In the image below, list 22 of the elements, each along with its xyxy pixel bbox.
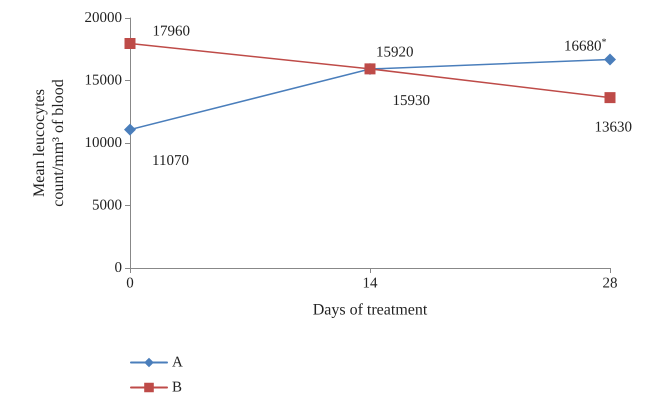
point [124, 124, 136, 136]
x-tick-label: 28 [602, 276, 618, 292]
y-tick-label: 0 [114, 260, 122, 276]
data-label: 11070 [152, 153, 189, 170]
y-axis-title: Mean leucocytes count/mm³ of blood [31, 79, 67, 207]
point [604, 92, 616, 104]
data-label: 13630 [594, 120, 632, 136]
x-axis-title: Days of treatment [312, 302, 428, 318]
y-tick-label: 20000 [84, 10, 122, 26]
data-label: 17960 [152, 24, 190, 40]
y-tick-label: 10000 [84, 135, 122, 151]
data-label: 15920 [376, 44, 414, 60]
y-tick-label: 5000 [92, 198, 122, 214]
legend-label: A [172, 354, 183, 370]
legend-label: B [172, 380, 182, 396]
y-tick-label: 15000 [84, 72, 122, 88]
x-tick-label: 0 [126, 276, 134, 292]
point [124, 38, 136, 49]
data-label: 16680* [564, 37, 606, 54]
data-label: 15930 [392, 92, 430, 109]
point [604, 54, 616, 66]
x-tick-label: 14 [362, 276, 378, 292]
